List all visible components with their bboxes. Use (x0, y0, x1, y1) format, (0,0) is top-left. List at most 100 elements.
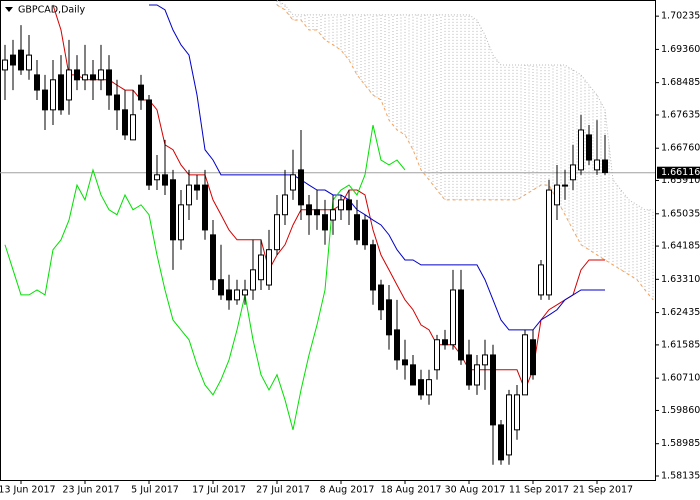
candle-body (50, 79, 56, 111)
candle-body (138, 84, 144, 101)
x-tick-label: 5 Jul 2017 (131, 485, 179, 496)
candle-body (482, 354, 488, 366)
candle-body (578, 129, 584, 171)
candle-body (322, 214, 328, 231)
candle-body (66, 69, 72, 101)
candle-body (202, 184, 208, 231)
y-tick-label: 1.68485 (661, 77, 700, 88)
candle-body (26, 54, 32, 71)
y-tick-label: 1.61585 (661, 339, 700, 350)
candle-body (426, 379, 432, 396)
candle-body (98, 69, 104, 81)
y-tick-label: 1.59860 (661, 405, 700, 416)
candle-body (154, 174, 160, 181)
plot-area (0, 0, 655, 465)
candle-body (90, 74, 96, 81)
y-tick-label: 1.70235 (661, 11, 700, 22)
candle-body (522, 334, 528, 396)
candle-body (74, 69, 80, 81)
y-tick-label: 1.62435 (661, 307, 700, 318)
candle-body (466, 354, 472, 386)
candle-body (274, 214, 280, 251)
x-tick-label: 23 Jun 2017 (62, 485, 119, 496)
candle-body (546, 189, 552, 296)
candle-body (250, 269, 256, 291)
y-tick-label: 1.63310 (661, 274, 700, 285)
candle-body (474, 364, 480, 386)
candle-body (258, 254, 264, 281)
candle-body (594, 159, 600, 171)
y-tick-label: 1.58985 (661, 438, 700, 449)
candle-body (498, 424, 504, 461)
candle-body (506, 394, 512, 456)
candle-body (386, 299, 392, 336)
candle-body (410, 364, 416, 386)
y-tick-label: 1.67635 (661, 109, 700, 120)
candle-body (58, 74, 64, 111)
candle-body (178, 204, 184, 241)
candle-body (514, 394, 520, 431)
candle-body (42, 89, 48, 111)
x-tick-label: 18 Aug 2017 (381, 485, 442, 496)
candle-body (306, 204, 312, 216)
candle-body (538, 264, 544, 296)
candle-body (298, 169, 304, 206)
x-tick-label: 17 Jul 2017 (192, 485, 246, 496)
candle-body (290, 174, 296, 191)
y-tick-label: 1.64185 (661, 241, 700, 252)
candle-body (18, 49, 24, 71)
candle-body (282, 194, 288, 216)
candle-body (146, 99, 152, 186)
x-tick-label: 8 Aug 2017 (320, 485, 375, 496)
candle-body (194, 184, 200, 191)
chart-title: GBPCAD,Daily (18, 5, 85, 16)
candle-body (266, 249, 272, 286)
indicator-line (52, 4, 605, 392)
candle-body (2, 59, 8, 71)
candle-body (170, 179, 176, 241)
candle-body (570, 164, 576, 181)
candle-body (10, 54, 16, 66)
y-tick-label: 1.69360 (661, 44, 700, 55)
candle-body (122, 109, 128, 136)
candle-body (450, 289, 456, 346)
candle-body (162, 174, 168, 186)
candle-body (418, 379, 424, 396)
candle-body (442, 339, 448, 346)
candle-body (218, 279, 224, 296)
candle-body (242, 289, 248, 296)
candle-body (434, 339, 440, 371)
candle-body (186, 184, 192, 206)
span-a-line (276, 4, 654, 301)
candle-body (234, 289, 240, 301)
candle-body (362, 219, 368, 246)
current-price-label: 1.66116 (661, 167, 700, 178)
candle-body (354, 214, 360, 241)
menu-triangle[interactable] (5, 7, 13, 12)
candle-body (226, 289, 232, 301)
candle-body (346, 199, 352, 211)
candle-body (130, 114, 136, 141)
candle-body (82, 74, 88, 81)
candle-body (114, 94, 120, 111)
candle-body (210, 234, 216, 281)
candle-body (314, 209, 320, 216)
x-tick-label: 30 Aug 2017 (445, 485, 506, 496)
y-tick-label: 1.66760 (661, 143, 700, 154)
x-tick-label: 11 Sep 2017 (509, 485, 569, 496)
x-tick-label: 27 Jul 2017 (256, 485, 310, 496)
candle-body (562, 184, 568, 187)
candle-body (394, 329, 400, 361)
x-tick-label: 21 Sep 2017 (573, 485, 633, 496)
indicator-line (149, 4, 605, 331)
candle-body (34, 74, 40, 91)
candle-body (402, 359, 408, 366)
x-tick-label: 13 Jun 2017 (0, 485, 56, 496)
candle-body (458, 289, 464, 361)
candle-body (530, 339, 536, 376)
candle-body (586, 134, 592, 161)
candle-body (602, 159, 608, 174)
candle-body (370, 244, 376, 291)
indicator-line (4, 124, 406, 430)
